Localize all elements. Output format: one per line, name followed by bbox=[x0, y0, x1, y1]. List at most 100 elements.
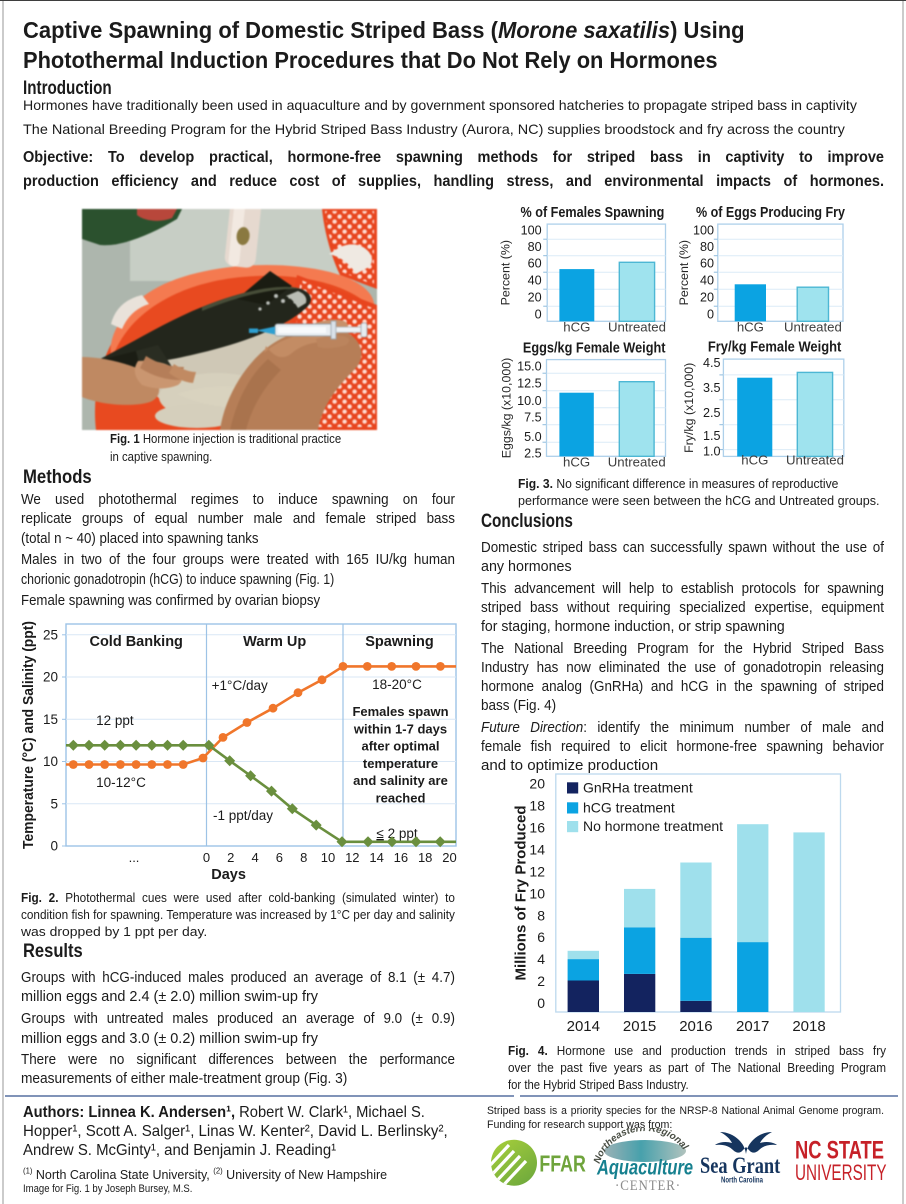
svg-text:North Carolina: North Carolina bbox=[721, 1176, 764, 1185]
svg-text:2.5: 2.5 bbox=[524, 446, 542, 460]
svg-text:10: 10 bbox=[529, 885, 545, 901]
svg-text:7.5: 7.5 bbox=[524, 411, 542, 425]
svg-text:4: 4 bbox=[537, 951, 545, 967]
svg-text:18-20°C: 18-20°C bbox=[372, 677, 422, 692]
svg-text:0: 0 bbox=[535, 308, 542, 322]
svg-text:20: 20 bbox=[442, 850, 456, 865]
svg-text:1.0: 1.0 bbox=[703, 445, 721, 459]
svg-text:Percent (%): Percent (%) bbox=[677, 240, 691, 305]
svg-text:100: 100 bbox=[693, 223, 714, 237]
svg-text:2014: 2014 bbox=[567, 1018, 600, 1035]
svg-text:hCG: hCG bbox=[741, 453, 768, 468]
svg-text:2017: 2017 bbox=[736, 1018, 769, 1035]
svg-text:hCG: hCG bbox=[737, 320, 764, 335]
svg-text:14: 14 bbox=[369, 850, 383, 865]
svg-text:20: 20 bbox=[529, 776, 545, 792]
svg-text:6: 6 bbox=[537, 929, 545, 945]
svg-text:FFAR: FFAR bbox=[539, 1151, 586, 1177]
svg-text:Sea Grant: Sea Grant bbox=[700, 1153, 781, 1178]
svg-text:hCG treatment: hCG treatment bbox=[583, 800, 675, 816]
svg-text:5.0: 5.0 bbox=[524, 430, 542, 444]
svg-text:4.5: 4.5 bbox=[703, 356, 721, 370]
svg-text:10: 10 bbox=[321, 850, 335, 865]
svg-text:...: ... bbox=[129, 850, 140, 865]
svg-text:Untreated: Untreated bbox=[784, 320, 842, 335]
svg-text:Percent (%): Percent (%) bbox=[499, 240, 513, 305]
svg-text:12.5: 12.5 bbox=[517, 377, 542, 391]
svg-text:+1°C/day: +1°C/day bbox=[212, 678, 268, 693]
svg-text:12: 12 bbox=[529, 863, 545, 879]
svg-text:2016: 2016 bbox=[679, 1018, 712, 1035]
svg-text:2018: 2018 bbox=[792, 1018, 825, 1035]
svg-text:25: 25 bbox=[43, 627, 58, 642]
svg-text:Eggs/kg Female Weight: Eggs/kg Female Weight bbox=[523, 340, 666, 356]
svg-text:80: 80 bbox=[528, 240, 542, 254]
svg-text:60: 60 bbox=[700, 257, 714, 271]
svg-text:10-12°C: 10-12°C bbox=[96, 775, 146, 790]
svg-text:temperature: temperature bbox=[363, 756, 438, 771]
svg-text:2: 2 bbox=[227, 850, 234, 865]
svg-text:0: 0 bbox=[50, 839, 58, 854]
svg-text:No hormone treatment: No hormone treatment bbox=[583, 818, 723, 834]
svg-text:UNIVERSITY: UNIVERSITY bbox=[795, 1160, 887, 1185]
svg-text:20: 20 bbox=[43, 670, 58, 685]
svg-text:16: 16 bbox=[529, 820, 545, 836]
svg-text:and salinity are: and salinity are bbox=[353, 773, 448, 788]
svg-text:-1 ppt/day: -1 ppt/day bbox=[213, 808, 273, 823]
svg-text:14: 14 bbox=[529, 841, 545, 857]
svg-text:2: 2 bbox=[537, 973, 545, 989]
svg-text:80: 80 bbox=[700, 240, 714, 254]
svg-text:Fry/kg Female Weight: Fry/kg Female Weight bbox=[708, 340, 842, 356]
svg-text:18: 18 bbox=[529, 798, 545, 814]
svg-text:Millions of Fry Produced: Millions of Fry Produced bbox=[513, 805, 530, 980]
svg-text:Warm Up: Warm Up bbox=[243, 634, 306, 650]
svg-text:Eggs/kg (x10,000): Eggs/kg (x10,000) bbox=[500, 358, 514, 459]
svg-text:% of Eggs Producing Fry: % of Eggs Producing Fry bbox=[696, 205, 846, 221]
svg-text:hCG: hCG bbox=[563, 320, 590, 335]
svg-text:Cold Banking: Cold Banking bbox=[89, 634, 182, 650]
svg-text:5: 5 bbox=[50, 796, 58, 811]
svg-text:Untreated: Untreated bbox=[608, 320, 666, 335]
svg-text:60: 60 bbox=[528, 257, 542, 271]
svg-text:reached: reached bbox=[376, 791, 426, 806]
svg-text:0: 0 bbox=[707, 308, 714, 322]
svg-text:hCG: hCG bbox=[563, 455, 590, 470]
svg-text:16: 16 bbox=[394, 850, 408, 865]
svg-text:20: 20 bbox=[528, 291, 542, 305]
svg-text:12: 12 bbox=[345, 850, 359, 865]
svg-text:Aquaculture: Aquaculture bbox=[596, 1156, 693, 1180]
svg-text:15.0: 15.0 bbox=[517, 360, 542, 374]
svg-text:18: 18 bbox=[418, 850, 432, 865]
svg-text:≤ 2 ppt: ≤ 2 ppt bbox=[376, 826, 417, 841]
svg-text:1.5: 1.5 bbox=[703, 429, 721, 443]
svg-text:100: 100 bbox=[521, 223, 542, 237]
svg-text:3.5: 3.5 bbox=[703, 381, 721, 395]
svg-text:Fry/kg (x10,000): Fry/kg (x10,000) bbox=[682, 363, 696, 453]
svg-text:Untreated: Untreated bbox=[608, 455, 666, 470]
svg-text:0: 0 bbox=[537, 995, 545, 1011]
svg-text:4: 4 bbox=[251, 850, 258, 865]
svg-text:Untreated: Untreated bbox=[786, 453, 844, 468]
svg-text:12 ppt: 12 ppt bbox=[96, 713, 134, 728]
svg-text:2015: 2015 bbox=[623, 1018, 656, 1035]
svg-text:% of Females Spawning: % of Females Spawning bbox=[521, 205, 665, 221]
svg-text:Spawning: Spawning bbox=[365, 634, 433, 650]
svg-text:10: 10 bbox=[43, 754, 58, 769]
svg-text:within 1-7 days: within 1-7 days bbox=[353, 721, 447, 736]
svg-text:GnRHa treatment: GnRHa treatment bbox=[583, 780, 693, 796]
svg-text:8: 8 bbox=[300, 850, 307, 865]
svg-text:6: 6 bbox=[276, 850, 283, 865]
svg-text:20: 20 bbox=[700, 291, 714, 305]
svg-text:2.5: 2.5 bbox=[703, 406, 721, 420]
svg-text:40: 40 bbox=[700, 274, 714, 288]
svg-text:40: 40 bbox=[528, 274, 542, 288]
svg-text:Days: Days bbox=[211, 867, 246, 883]
svg-text:Temperature (°C) and Salinity: Temperature (°C) and Salinity (ppt) bbox=[21, 621, 37, 849]
svg-text:·CENTER·: ·CENTER· bbox=[615, 1178, 681, 1194]
svg-text:10.0: 10.0 bbox=[517, 394, 542, 408]
svg-text:0: 0 bbox=[203, 850, 210, 865]
svg-text:Females spawn: Females spawn bbox=[352, 704, 448, 719]
svg-text:after optimal: after optimal bbox=[361, 739, 439, 754]
svg-text:15: 15 bbox=[43, 712, 58, 727]
svg-text:NC STATE: NC STATE bbox=[795, 1137, 884, 1165]
